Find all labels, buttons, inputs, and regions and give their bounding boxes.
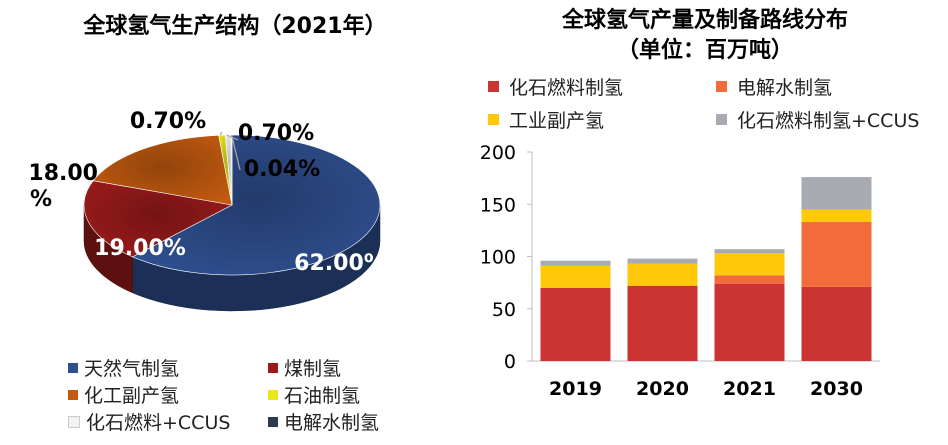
pie-slice-3 <box>92 134 233 206</box>
pie-data-label-5: 0.70% <box>238 121 314 146</box>
pie-legend-label: 电解水制氢 <box>284 412 380 434</box>
bar-chart-title-line1: 全球氢气产量及制备路线分布 <box>561 8 848 33</box>
pie-slice-1 <box>131 134 381 276</box>
bar-segment-2021-2 <box>714 275 785 284</box>
y-tick-label: 150 <box>480 194 516 216</box>
pie-legend-item: 化石燃料+CCUS <box>68 408 230 435</box>
stacked-bar-chart: 0 50 100 150 200 2019 2020 2021 2030 <box>480 142 880 400</box>
bar-segment-2019-1 <box>540 287 611 361</box>
pie-leader-line-1 <box>219 131 223 136</box>
y-tick-label: 50 <box>492 299 516 321</box>
bar-chart-title: 全球氢气产量及制备路线分布 （单位：百万吨） <box>480 6 930 66</box>
bar-legend-swatch <box>716 114 727 125</box>
pie-data-label-1: 62.00% <box>294 251 386 276</box>
bar-chart-title-line2: （单位：百万吨） <box>616 38 793 63</box>
bar-segment-2030-3 <box>801 209 872 223</box>
pie-legend-swatch <box>268 362 278 373</box>
bar-segment-2020-1 <box>627 285 698 361</box>
pie-legend-item: 天然气制氢 <box>68 354 179 381</box>
bar-legend-label: 化石燃料制氢 <box>509 77 624 99</box>
pie-legend-swatch <box>68 389 78 400</box>
bar-segment-2030-1 <box>801 286 872 361</box>
pie-legend-swatch <box>268 389 278 400</box>
pie-data-label-4: 0.70% <box>130 109 206 134</box>
pie-legend-label: 煤制氢 <box>284 358 342 380</box>
bar-legend-swatch <box>716 81 727 92</box>
y-tick-label: 100 <box>480 247 516 269</box>
bar-segment-2030-2 <box>801 222 872 287</box>
bar-legend-item: 化石燃料制氢 <box>488 73 623 100</box>
y-tick-label: 0 <box>504 351 516 373</box>
bar-legend-item: 化石燃料制氢+CCUS <box>716 106 919 133</box>
pie-slice-2 <box>83 180 233 258</box>
pie-legend-label: 天然气制氢 <box>84 358 180 380</box>
pie-data-label-3: 18.00% <box>28 161 98 212</box>
x-tick-label: 2019 <box>549 378 602 400</box>
pie-legend-label: 石油制氢 <box>284 385 361 407</box>
pie-data-label-6: 0.04% <box>244 157 320 182</box>
bar-segment-2019-3 <box>540 265 611 288</box>
pie-legend-item: 电解水制氢 <box>268 408 379 435</box>
pie-legend-swatch <box>268 416 278 427</box>
bar-segment-2021-3 <box>714 253 785 276</box>
x-tick-label: 2030 <box>810 378 863 400</box>
x-tick-label: 2021 <box>723 378 776 400</box>
bar-segment-2020-4 <box>627 258 698 264</box>
pie-legend-label: 化工副产氢 <box>84 385 180 407</box>
bar-segment-2020-3 <box>627 263 698 286</box>
pie-legend-item: 石油制氢 <box>268 381 360 408</box>
pie-chart-title: 全球氢气生产结构（2021年） <box>83 14 387 39</box>
pie-chart: 62.00% 19.00% 18.00 % 0.70% 0.70% 0.04% <box>28 109 386 312</box>
pie-legend-item: 煤制氢 <box>268 354 341 381</box>
pie-data-label-2: 19.00% <box>94 236 186 261</box>
bar-segment-2030-4 <box>801 177 872 210</box>
bar-legend-item: 电解水制氢 <box>716 73 832 100</box>
bar-legend-swatch <box>488 114 499 125</box>
pie-leader-line-3 <box>231 134 241 171</box>
bar-legend-label: 电解水制氢 <box>737 77 833 99</box>
bar-segment-2021-1 <box>714 283 785 361</box>
bar-legend-swatch <box>488 81 499 92</box>
y-tick-label: 200 <box>480 142 516 164</box>
x-tick-label: 2020 <box>636 378 689 400</box>
pie-legend-label: 化石燃料+CCUS <box>86 412 231 434</box>
pie-legend-item: 化工副产氢 <box>68 381 179 408</box>
bar-segment-2021-4 <box>714 249 785 254</box>
bar-legend-item: 工业副产氢 <box>488 106 604 133</box>
pie-legend-swatch <box>68 362 78 373</box>
bar-legend-label: 工业副产氢 <box>509 110 605 132</box>
pie-legend-swatch <box>68 415 80 428</box>
bar-segment-2019-4 <box>540 260 611 266</box>
bar-legend-label: 化石燃料制氢+CCUS <box>737 110 920 132</box>
